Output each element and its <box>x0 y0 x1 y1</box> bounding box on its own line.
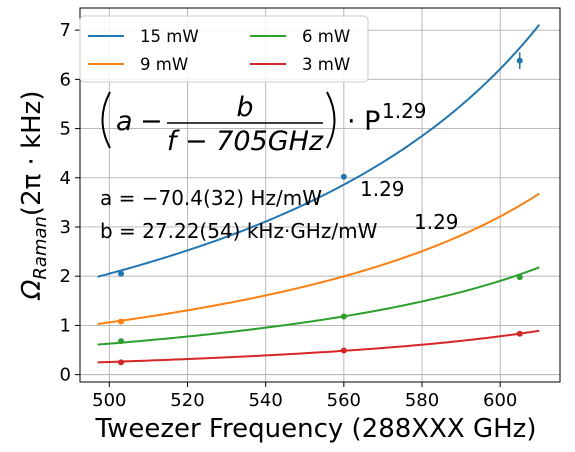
plot-frame <box>79 7 561 383</box>
legend-label: 9 mW <box>140 55 188 74</box>
param-b-exponent: 1.29 <box>414 210 459 234</box>
x-tick-label: 560 <box>327 390 361 411</box>
x-tick-label: 500 <box>92 390 126 411</box>
y-axis-title: ΩRaman(2π · kHz) <box>17 91 51 301</box>
y-tick-label: 0 <box>60 365 71 386</box>
data-point <box>340 173 347 180</box>
fit-line <box>97 192 540 325</box>
x-tick-label: 520 <box>170 390 204 411</box>
y-axis-symbol: Ω <box>17 279 47 300</box>
x-tick-label: 540 <box>248 390 282 411</box>
fit-formula: a − b f − 705GHz · P 1.29 <box>101 91 427 157</box>
param-a-exponent: 1.29 <box>360 177 405 201</box>
data-point <box>340 347 347 354</box>
data-point <box>118 338 125 345</box>
y-tick-label: 5 <box>60 119 71 140</box>
formula-left-paren <box>101 91 111 149</box>
data-point <box>118 359 125 366</box>
legend-label: 15 mW <box>140 27 199 46</box>
formula-a: a <box>116 106 133 137</box>
x-tick-label: 600 <box>483 390 517 411</box>
y-tick-label: 6 <box>60 69 71 90</box>
formula-numerator: b <box>236 92 253 123</box>
y-axis-unit: (2π · kHz) <box>17 91 47 217</box>
legend-label: 3 mW <box>302 55 350 74</box>
axis-ticks: 500 520 540 560 580 600 0 1 2 3 4 5 6 7 <box>60 20 518 411</box>
data-point <box>118 270 125 277</box>
x-tick-label: 580 <box>405 390 439 411</box>
data-point <box>516 274 523 281</box>
data-point <box>118 318 125 325</box>
fit-parameters: a = −70.4(32) Hz/mW 1.29 b = 27.22(54) k… <box>100 177 459 243</box>
legend-label: 6 mW <box>302 27 350 46</box>
data-points <box>118 52 523 366</box>
y-axis-subscript: Raman <box>30 216 51 280</box>
fit-line <box>97 24 541 278</box>
formula-power: · P <box>347 106 380 137</box>
data-point <box>516 330 523 337</box>
y-tick-label: 3 <box>60 217 71 238</box>
fit-line <box>97 266 540 346</box>
y-tick-label: 1 <box>60 315 71 336</box>
formula-denominator: f − 705GHz <box>167 126 324 157</box>
data-point <box>516 57 523 64</box>
x-axis-title: Tweezer Frequency (288XXX GHz) <box>95 414 537 444</box>
formula-minus: − <box>140 106 163 137</box>
y-tick-label: 2 <box>60 266 71 287</box>
data-point <box>340 313 347 320</box>
formula-exponent: 1.29 <box>382 99 427 123</box>
fit-curves <box>97 24 541 364</box>
param-a-text: a = −70.4(32) Hz/mW <box>100 186 322 210</box>
y-tick-label: 4 <box>60 168 71 189</box>
legend: 15 mW 9 mW 6 mW 3 mW <box>79 15 369 83</box>
legend-box <box>79 15 369 83</box>
y-tick-label: 7 <box>60 20 71 41</box>
formula-right-paren <box>326 91 336 149</box>
param-b-text: b = 27.22(54) kHz·GHz/mW <box>100 219 378 243</box>
fit-line <box>97 329 540 364</box>
